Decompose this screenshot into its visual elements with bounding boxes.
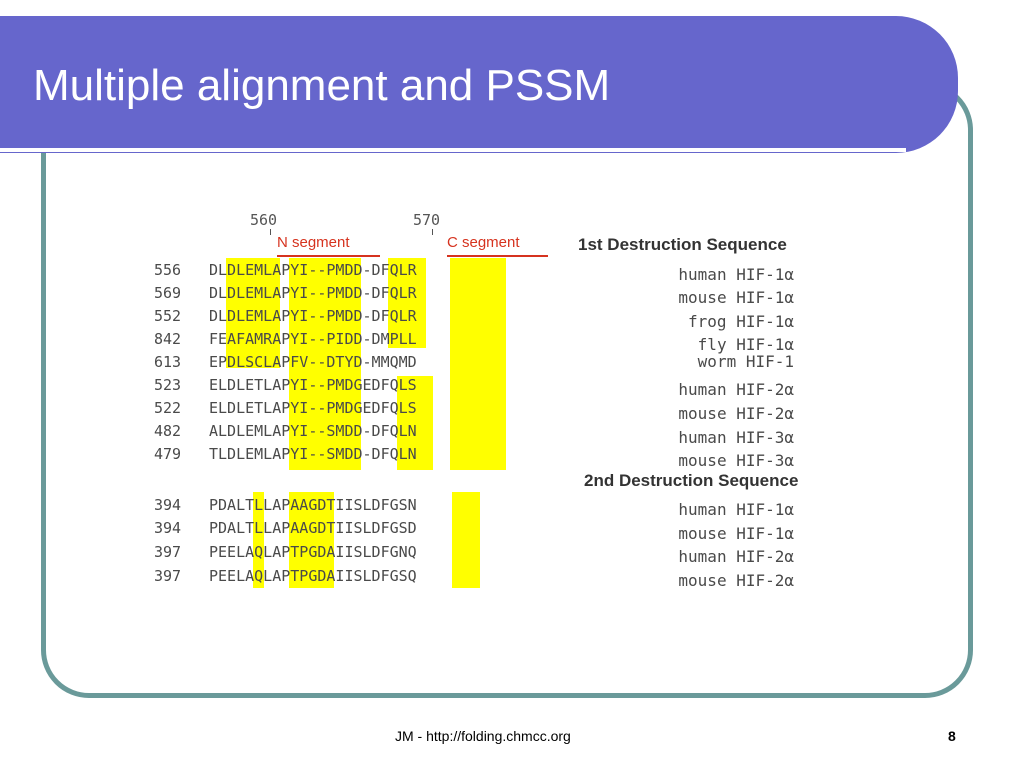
- slide-title: Multiple alignment and PSSM: [33, 61, 611, 110]
- row-sequence: ELDLETLAPYI--PMDGEDFQLS: [209, 399, 417, 417]
- species-label: fly HIF-1α: [697, 335, 794, 354]
- highlight-col: [289, 258, 361, 470]
- highlight-col: [289, 492, 334, 588]
- species-label: human HIF-2α: [678, 380, 794, 399]
- row-sequence: DLDLEMLAPYI--PMDD-DFQLR: [209, 261, 417, 279]
- species-label: mouse HIF-2α: [678, 571, 794, 590]
- highlight-col: [452, 492, 480, 588]
- position-tick-560: [270, 229, 271, 235]
- row-sequence: ALDLEMLAPYI--SMDD-DFQLN: [209, 422, 417, 440]
- row-position: 522: [154, 399, 182, 417]
- species-label: human HIF-1α: [678, 500, 794, 519]
- row-sequence: ELDLETLAPYI--PMDGEDFQLS: [209, 376, 417, 394]
- n-segment-label: N segment: [277, 234, 350, 251]
- row-position: 397: [154, 543, 182, 561]
- page-number: 8: [948, 728, 956, 744]
- row-position: 556: [154, 261, 182, 279]
- row-sequence: TLDLEMLAPYI--SMDD-DFQLN: [209, 445, 417, 463]
- row-position: 523: [154, 376, 182, 394]
- row-position: 394: [154, 519, 182, 537]
- row-sequence: PDALTLLAPAAGDTIISLDFGSN: [209, 496, 417, 514]
- row-position: 552: [154, 307, 182, 325]
- row-sequence: PEELAQLAPTPGDAIISLDFGSQ: [209, 567, 417, 585]
- species-label: human HIF-2α: [678, 547, 794, 566]
- highlight-col: [397, 376, 433, 470]
- position-marker-560: 560: [250, 211, 278, 229]
- footer-text: JM - http://folding.chmcc.org: [395, 728, 571, 744]
- title-bar: Multiple alignment and PSSM: [0, 16, 958, 153]
- species-label: mouse HIF-1α: [678, 288, 794, 307]
- species-label: mouse HIF-2α: [678, 404, 794, 423]
- highlight-col: [226, 258, 280, 368]
- row-sequence: EPDLSCLAPFV--DTYD-MMQMD: [209, 353, 417, 371]
- c-segment-line: [447, 255, 548, 257]
- row-position: 569: [154, 284, 182, 302]
- row-position: 842: [154, 330, 182, 348]
- highlight-col: [450, 258, 506, 470]
- title-underline: [0, 148, 906, 152]
- species-label: human HIF-3α: [678, 428, 794, 447]
- row-sequence: PDALTLLAPAAGDTIISLDFGSD: [209, 519, 417, 537]
- row-sequence: DLDLEMLAPYI--PMDD-DFQLR: [209, 284, 417, 302]
- section-title-2: 2nd Destruction Sequence: [584, 471, 799, 490]
- position-marker-570: 570: [413, 211, 441, 229]
- highlight-col: [253, 492, 264, 588]
- n-segment-line: [277, 255, 380, 257]
- position-tick-570: [432, 229, 433, 235]
- row-position: 482: [154, 422, 182, 440]
- section-title-1: 1st Destruction Sequence: [578, 235, 787, 254]
- species-label: mouse HIF-3α: [678, 451, 794, 470]
- highlight-col: [388, 258, 426, 348]
- row-sequence: PEELAQLAPTPGDAIISLDFGNQ: [209, 543, 417, 561]
- species-label: worm HIF-1: [697, 352, 794, 371]
- species-label: mouse HIF-1α: [678, 524, 794, 543]
- row-position: 613: [154, 353, 182, 371]
- row-position: 397: [154, 567, 182, 585]
- row-sequence: FEAFAMRAPYI--PIDD-DMPLL: [209, 330, 417, 348]
- species-label: human HIF-1α: [678, 265, 794, 284]
- row-sequence: DLDLEMLAPYI--PMDD-DFQLR: [209, 307, 417, 325]
- content-frame: [41, 82, 973, 698]
- row-position: 479: [154, 445, 182, 463]
- row-position: 394: [154, 496, 182, 514]
- c-segment-label: C segment: [447, 234, 520, 251]
- species-label: frog HIF-1α: [688, 312, 794, 331]
